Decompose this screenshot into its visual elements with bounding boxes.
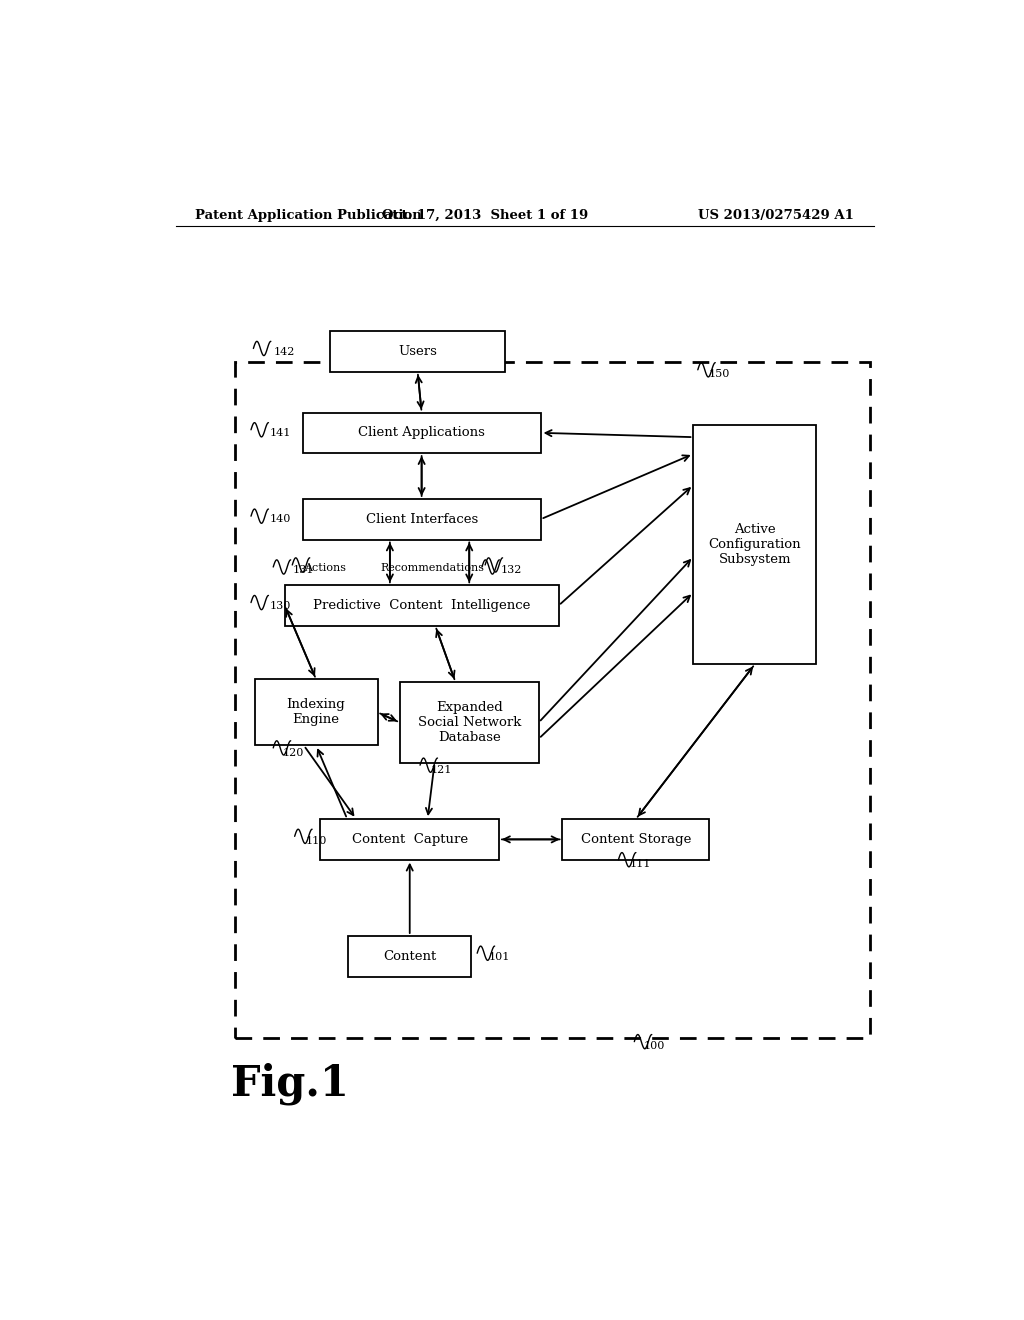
Text: Indexing
Engine: Indexing Engine xyxy=(287,698,345,726)
FancyBboxPatch shape xyxy=(255,680,378,746)
Text: 150: 150 xyxy=(709,368,730,379)
FancyBboxPatch shape xyxy=(321,818,499,859)
Text: 121: 121 xyxy=(430,766,452,775)
FancyBboxPatch shape xyxy=(285,585,558,626)
FancyBboxPatch shape xyxy=(562,818,710,859)
FancyBboxPatch shape xyxy=(303,412,541,453)
Text: Client Applications: Client Applications xyxy=(358,426,485,440)
Text: Users: Users xyxy=(398,345,437,358)
Text: 131: 131 xyxy=(292,565,313,576)
Text: Client Interfaces: Client Interfaces xyxy=(366,512,478,525)
Text: US 2013/0275429 A1: US 2013/0275429 A1 xyxy=(698,209,854,222)
Text: Content Storage: Content Storage xyxy=(581,833,691,846)
Text: Actions: Actions xyxy=(304,564,346,573)
Text: Recommendations: Recommendations xyxy=(380,564,484,573)
Text: 132: 132 xyxy=(501,565,522,576)
Text: 101: 101 xyxy=(488,952,510,962)
Text: 100: 100 xyxy=(644,1040,666,1051)
FancyBboxPatch shape xyxy=(693,425,816,664)
FancyBboxPatch shape xyxy=(399,682,539,763)
FancyBboxPatch shape xyxy=(331,331,505,372)
Text: Content: Content xyxy=(383,950,436,962)
Text: Content  Capture: Content Capture xyxy=(351,833,468,846)
FancyBboxPatch shape xyxy=(348,936,471,977)
Text: 140: 140 xyxy=(270,515,292,524)
Text: 120: 120 xyxy=(283,748,304,758)
Text: Fig.1: Fig.1 xyxy=(231,1063,349,1105)
Text: Predictive  Content  Intelligence: Predictive Content Intelligence xyxy=(313,599,530,612)
Text: 111: 111 xyxy=(630,859,651,869)
Text: Oct. 17, 2013  Sheet 1 of 19: Oct. 17, 2013 Sheet 1 of 19 xyxy=(382,209,588,222)
Text: 142: 142 xyxy=(273,347,295,356)
Text: Active
Configuration
Subsystem: Active Configuration Subsystem xyxy=(709,523,801,566)
Text: 130: 130 xyxy=(270,601,292,611)
Text: 141: 141 xyxy=(270,428,292,438)
Text: Expanded
Social Network
Database: Expanded Social Network Database xyxy=(418,701,521,744)
Text: Patent Application Publication: Patent Application Publication xyxy=(196,209,422,222)
Text: 110: 110 xyxy=(306,837,327,846)
FancyBboxPatch shape xyxy=(303,499,541,540)
